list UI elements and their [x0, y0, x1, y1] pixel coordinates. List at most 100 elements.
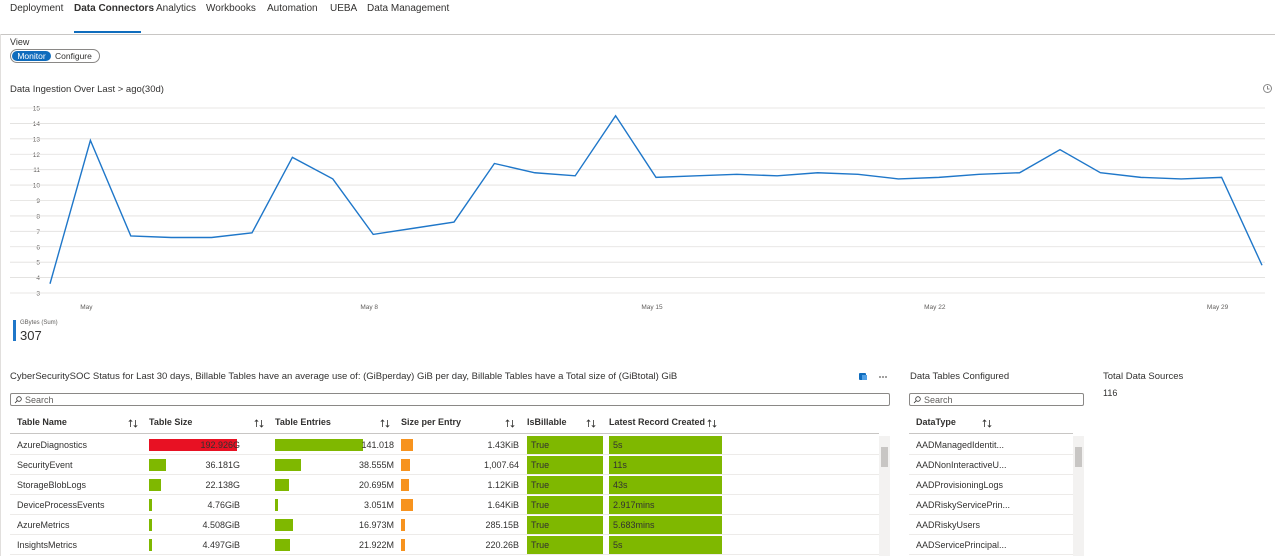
row-border [909, 514, 1073, 515]
entries-bar [275, 459, 301, 471]
x-tick-label: May [80, 304, 93, 311]
table-title: CyberSecuritySOC Status for Last 30 days… [10, 371, 678, 382]
legend-label: GBytes (Sum) [20, 320, 58, 326]
table-size: 4.508GiB [202, 520, 240, 530]
tab[interactable]: Deployment [10, 3, 64, 14]
scrollbar-thumb[interactable] [881, 447, 888, 467]
entries-bar [275, 539, 290, 551]
tab[interactable]: Data Management [367, 3, 450, 14]
size-per-entry: 285.15B [485, 520, 519, 530]
size-per-entry: 1.43KiB [487, 440, 519, 450]
x-tick-label: May 22 [924, 304, 946, 311]
sort-icon[interactable] [128, 419, 138, 428]
is-billable: True [527, 536, 603, 554]
size-bar [149, 539, 152, 551]
data-type: AADRiskyUsers [916, 520, 981, 530]
table-name: AzureDiagnostics [17, 440, 88, 450]
scrollbar[interactable] [879, 436, 890, 556]
sort-icon[interactable] [586, 419, 596, 428]
content-frame [0, 34, 1275, 556]
table-name: StorageBlobLogs [17, 480, 87, 490]
is-billable: True [527, 456, 603, 474]
y-tick-label: 13 [33, 136, 41, 143]
x-tick-label: May 15 [641, 304, 663, 311]
side-search-box[interactable]: Search [909, 393, 1084, 406]
column-header[interactable]: Table Entries [275, 417, 331, 427]
y-tick-label: 14 [33, 121, 41, 128]
sort-icon[interactable] [707, 419, 717, 428]
size-per-entry: 1.12KiB [487, 480, 519, 490]
size-per-entry: 1.64KiB [487, 500, 519, 510]
entries-bar [275, 499, 278, 511]
is-billable: True [527, 496, 603, 514]
entries-bar [275, 519, 293, 531]
side-scrollbar[interactable] [1073, 436, 1084, 556]
divider [0, 34, 1275, 35]
toggle-option[interactable]: Configure [55, 51, 92, 61]
row-border [10, 474, 879, 475]
search-box[interactable]: Search [10, 393, 890, 406]
spe-bar [401, 459, 410, 471]
table-size: 22.138G [205, 480, 240, 490]
y-tick-label: 8 [36, 213, 40, 220]
data-line [49, 114, 1263, 284]
tab[interactable]: UEBA [330, 3, 358, 14]
table-size: 4.76GiB [207, 500, 240, 510]
total-label: Total Data Sources [1103, 371, 1184, 382]
entries-bar [275, 479, 289, 491]
tab[interactable]: Analytics [156, 3, 197, 14]
is-billable: True [527, 436, 603, 454]
sort-icon[interactable] [380, 419, 390, 428]
table-size: 4.497GiB [202, 540, 240, 550]
chart-title: Data Ingestion Over Last > ago(30d) [10, 84, 164, 95]
total-value: 116 [1103, 388, 1118, 398]
column-header[interactable]: DataType [916, 417, 956, 427]
column-header[interactable]: Table Size [149, 417, 193, 427]
size-bar [149, 499, 152, 511]
spe-bar [401, 539, 405, 551]
row-border [909, 554, 1073, 555]
view-toggle [10, 49, 100, 63]
data-type: AADProvisioningLogs [916, 480, 1004, 490]
search-icon [14, 396, 22, 404]
side-scrollbar-thumb[interactable] [1075, 447, 1082, 467]
y-tick-label: 15 [33, 106, 41, 113]
column-header[interactable]: Latest Record Created [609, 417, 706, 427]
table-entries: 141.018 [361, 440, 394, 450]
tab[interactable]: Workbooks [206, 3, 256, 14]
column-header[interactable]: Table Name [17, 417, 67, 427]
latest-record: 11s [609, 456, 722, 474]
sort-icon[interactable] [254, 419, 264, 428]
summary-value: 307 [20, 328, 42, 343]
row-border [909, 474, 1073, 475]
table-name: InsightsMetrics [17, 540, 78, 550]
latest-record: 43s [609, 476, 722, 494]
spe-bar [401, 479, 409, 491]
header-border [909, 433, 1073, 434]
spe-bar [401, 499, 413, 511]
tab[interactable]: Data Connectors [74, 3, 155, 14]
y-tick-label: 4 [36, 275, 40, 282]
data-type: AADNonInteractiveU... [916, 460, 1007, 470]
row-border [10, 554, 879, 555]
spe-bar [401, 439, 413, 451]
table-name: DeviceProcessEvents [17, 500, 105, 510]
row-border [909, 534, 1073, 535]
table-size: 192.926G [200, 440, 240, 450]
y-tick-label: 7 [36, 229, 40, 236]
toggle-option-selected[interactable]: Monitor [12, 51, 51, 61]
sort-icon[interactable] [982, 419, 992, 428]
y-tick-label: 12 [33, 152, 41, 159]
tab[interactable]: Automation [267, 3, 318, 14]
size-bar [149, 519, 152, 531]
column-header[interactable]: IsBillable [527, 417, 567, 427]
size-bar [149, 439, 237, 451]
data-type: AADRiskyServicePrin... [916, 500, 1011, 510]
history-icon[interactable] [1262, 83, 1273, 94]
sort-icon[interactable] [505, 419, 515, 428]
y-tick-label: 11 [33, 167, 40, 174]
table-actions[interactable] [858, 371, 892, 383]
active-tab-underline [74, 31, 141, 33]
column-header[interactable]: Size per Entry [401, 417, 462, 427]
size-bar [149, 459, 166, 471]
